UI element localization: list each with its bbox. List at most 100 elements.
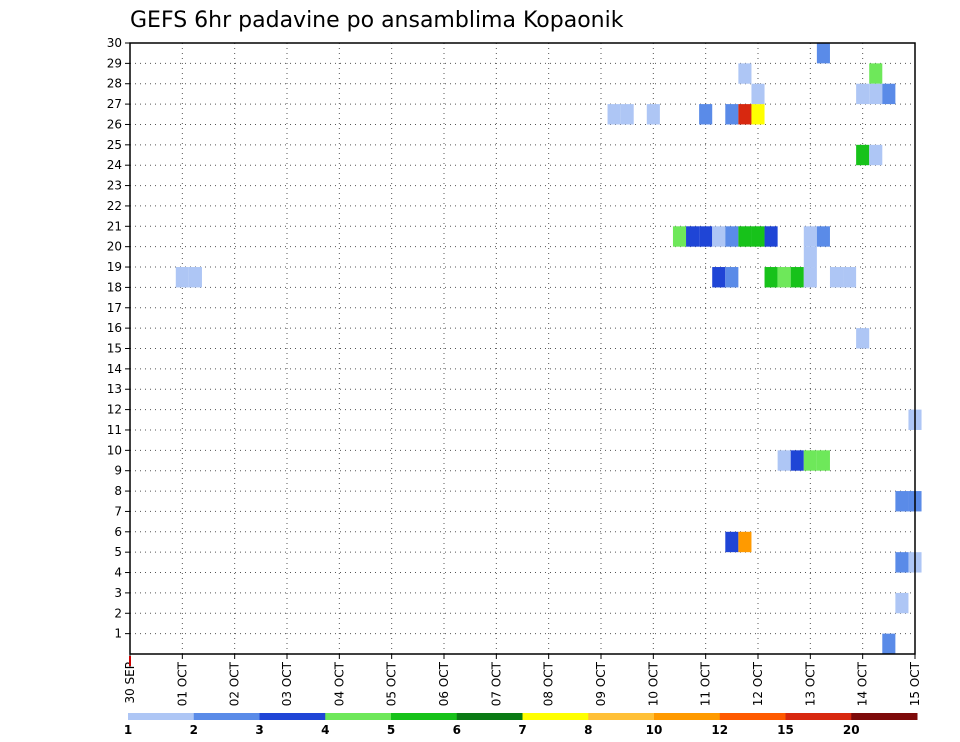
heatmap-cell (803, 450, 817, 471)
grid-lines (130, 43, 915, 654)
y-tick-label: 8 (114, 484, 122, 498)
heatmap-cell (803, 246, 817, 268)
x-tick-label: 15 OCT (908, 661, 922, 706)
colorbar-label: 12 (711, 723, 728, 737)
y-tick-label: 21 (107, 219, 122, 233)
y-tick-label: 26 (107, 117, 122, 131)
heatmap-cell (790, 450, 804, 471)
colorbar-segment (259, 713, 326, 720)
heatmap-cell (895, 552, 909, 573)
colorbar-label: 15 (777, 723, 794, 737)
x-tick-label: 06 OCT (437, 661, 451, 706)
heatmap-cell (725, 104, 739, 125)
heatmap-cell (699, 226, 713, 247)
heatmap-cell (712, 226, 726, 247)
heatmap-cell (869, 63, 883, 84)
heatmap-cell (738, 63, 752, 84)
heatmap-cell (738, 226, 752, 247)
heatmap-cell (607, 104, 621, 125)
y-tick-label: 14 (107, 362, 122, 376)
y-tick-label: 27 (107, 97, 122, 111)
heatmap-cell (869, 144, 883, 166)
y-tick-label: 18 (107, 280, 122, 294)
x-tick-label: 02 OCT (228, 661, 242, 706)
colorbar-segment (719, 713, 786, 720)
colorbar-label: 3 (255, 723, 263, 737)
heatmap-cell (856, 328, 870, 349)
x-tick-label: 11 OCT (699, 661, 713, 706)
y-tick-label: 1 (114, 627, 122, 641)
y-tick-label: 20 (107, 240, 122, 254)
x-tick-label: 30 SEP (123, 662, 137, 704)
y-tick-label: 10 (107, 443, 122, 457)
y-tick-label: 17 (107, 301, 122, 315)
y-tick-label: 24 (107, 158, 122, 172)
heatmap-cell (790, 267, 804, 288)
colorbar-label: 2 (190, 723, 198, 737)
colorbar-segment (522, 713, 589, 720)
colorbar-label: 7 (518, 723, 526, 737)
colorbar-label: 8 (584, 723, 592, 737)
heatmap-cell (725, 226, 739, 247)
heatmap-cell (816, 43, 830, 64)
data-cells (175, 43, 922, 654)
colorbar-label: 1 (124, 723, 132, 737)
heatmap-cell (882, 83, 896, 105)
colorbar-segment (785, 713, 852, 720)
y-tick-label: 25 (107, 138, 122, 152)
heatmap-cell (725, 531, 739, 553)
colorbar-segment (588, 713, 655, 720)
x-start-marker (129, 656, 131, 666)
y-tick-label: 3 (114, 586, 122, 600)
y-axis: 1234567891011121314151617181920212223242… (107, 36, 130, 641)
y-tick-label: 30 (107, 36, 122, 50)
heatmap-cell (803, 226, 817, 247)
heatmap-cell (738, 104, 752, 125)
heatmap-cell (895, 592, 909, 614)
heatmap-cell (856, 83, 870, 105)
x-tick-label: 10 OCT (646, 661, 660, 706)
heatmap-cell (843, 267, 857, 288)
heatmap-cell (738, 531, 752, 553)
y-tick-label: 16 (107, 321, 122, 335)
y-tick-label: 15 (107, 342, 122, 356)
heatmap-cell (895, 491, 909, 512)
plot-frame (129, 42, 916, 655)
colorbar-label: 10 (646, 723, 663, 737)
colorbar-label: 4 (321, 723, 329, 737)
heatmap-cell (686, 226, 700, 247)
x-tick-label: 05 OCT (385, 661, 399, 706)
heatmap-cell (856, 144, 870, 166)
colorbar-segment (128, 713, 195, 720)
heatmap-cell (764, 267, 778, 288)
x-tick-label: 07 OCT (489, 661, 503, 706)
y-tick-label: 28 (107, 77, 122, 91)
colorbar: 1 2 3 4 5 6 7 8 10 12 15 20 (124, 713, 918, 737)
y-tick-label: 11 (107, 423, 122, 437)
heatmap-cell (777, 450, 791, 471)
x-tick-label: 12 OCT (751, 661, 765, 706)
colorbar-label: 6 (453, 723, 461, 737)
colorbar-segment (456, 713, 523, 720)
y-tick-label: 23 (107, 179, 122, 193)
x-axis: 30 SEP 01 OCT 02 OCT 03 OCT 04 OCT 05 OCT 06 O… (123, 654, 922, 706)
colorbar-segment (654, 713, 721, 720)
heatmap-cell (188, 267, 202, 288)
heatmap-cell (816, 226, 830, 247)
y-tick-label: 5 (114, 545, 122, 559)
heatmap-cell (751, 226, 765, 247)
colorbar-segment (851, 713, 918, 720)
heatmap-cell (829, 267, 844, 288)
x-tick-label: 13 OCT (803, 661, 817, 706)
x-tick-label: 03 OCT (280, 661, 294, 706)
y-tick-label: 9 (114, 464, 122, 478)
y-tick-label: 22 (107, 199, 122, 213)
x-tick-label: 08 OCT (542, 661, 556, 706)
colorbar-segment (193, 713, 260, 720)
x-tick-label: 04 OCT (332, 661, 346, 706)
y-tick-label: 19 (107, 260, 122, 274)
y-tick-label: 29 (107, 56, 122, 70)
heatmap-cell (712, 267, 726, 288)
colorbar-segment (325, 713, 392, 720)
